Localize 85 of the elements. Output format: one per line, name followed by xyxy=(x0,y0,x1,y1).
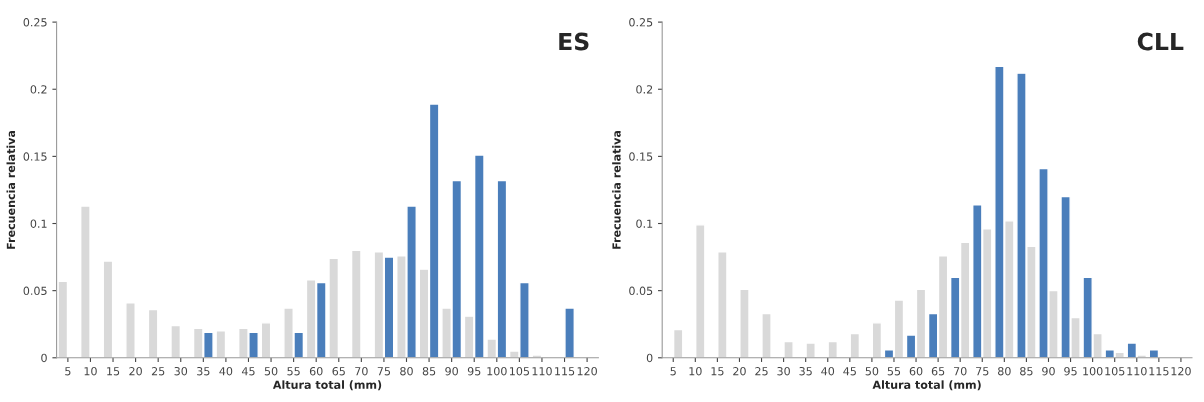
x-tick-label: 85 xyxy=(1020,367,1033,376)
x-tick-label: 120 xyxy=(577,367,597,376)
bar xyxy=(102,260,114,358)
y-tick-label: 0.05 xyxy=(629,286,653,296)
x-tick-label: 60 xyxy=(909,367,923,376)
x-tick-label: 40 xyxy=(821,367,835,376)
y-tick-label: 0.2 xyxy=(636,85,653,94)
x-tick-label: 120 xyxy=(1171,367,1191,376)
bar xyxy=(672,328,684,358)
bar xyxy=(350,249,362,358)
x-tick-label: 40 xyxy=(219,367,233,376)
y-tick-label: 0.15 xyxy=(23,152,47,161)
y-tick-label: 0.1 xyxy=(636,219,653,228)
x-tick-label: 35 xyxy=(799,367,812,376)
x-tick-label: 20 xyxy=(733,367,746,376)
x-tick-label: 85 xyxy=(422,367,436,376)
bar xyxy=(260,322,272,358)
x-tick-label: 20 xyxy=(129,367,142,376)
x-tick-label: 95 xyxy=(467,367,481,376)
x-tick-label: 95 xyxy=(1064,367,1077,376)
x-tick-label: 15 xyxy=(711,367,724,376)
y-tick-label: 0.25 xyxy=(23,18,47,27)
x-tick-label: 80 xyxy=(998,367,1011,376)
bar xyxy=(871,322,883,358)
x-tick-label: 110 xyxy=(532,367,552,376)
bar xyxy=(717,251,728,358)
chart-title: ES xyxy=(559,32,589,51)
y-tick-label: 0.2 xyxy=(30,85,47,94)
x-tick-label: 5 xyxy=(670,367,676,376)
chart-title: CLL xyxy=(1137,32,1184,51)
y-axis-title: Frecuencia relativa xyxy=(612,130,621,249)
x-tick-label: 10 xyxy=(84,367,97,376)
x-tick-label: 50 xyxy=(264,367,278,376)
x-tick-label: 90 xyxy=(445,367,458,376)
x-tick-label: 105 xyxy=(1105,367,1125,376)
bar xyxy=(125,302,136,358)
bar xyxy=(80,205,91,358)
x-tick-label: 55 xyxy=(287,367,300,376)
x-tick-label: 70 xyxy=(954,367,967,376)
bar xyxy=(739,288,750,358)
bar xyxy=(57,280,69,358)
bar xyxy=(849,332,861,358)
x-tick-label: 30 xyxy=(174,367,188,376)
x-tick-label: 60 xyxy=(309,367,323,376)
x-tick-label: 115 xyxy=(555,367,575,376)
x-axis-title: Altura total (mm) xyxy=(872,380,981,391)
x-tick-label: 90 xyxy=(1042,367,1055,376)
bar xyxy=(805,342,816,358)
x-tick-label: 115 xyxy=(1149,367,1169,376)
bar xyxy=(783,340,794,358)
x-tick-label: 110 xyxy=(1127,367,1147,376)
x-tick-label: 100 xyxy=(487,367,507,376)
x-tick-label: 105 xyxy=(509,367,530,376)
y-tick-label: 0.1 xyxy=(30,219,47,228)
x-tick-label: 10 xyxy=(689,367,702,376)
x-tick-label: 15 xyxy=(107,367,120,376)
bar xyxy=(564,307,575,358)
y-tick-label: 0 xyxy=(646,353,653,363)
y-tick-label: 0 xyxy=(41,353,47,363)
x-tick-label: 35 xyxy=(197,367,210,376)
x-tick-label: 55 xyxy=(887,367,901,376)
y-axis-title: Frecuencia relativa xyxy=(6,130,16,249)
x-tick-label: 25 xyxy=(151,367,165,376)
x-tick-label: 5 xyxy=(65,367,71,376)
x-tick-label: 50 xyxy=(865,367,879,376)
bar xyxy=(147,308,159,358)
x-tick-label: 70 xyxy=(355,367,368,376)
x-tick-label: 45 xyxy=(843,367,856,376)
x-tick-label: 25 xyxy=(755,367,768,376)
x-tick-label: 75 xyxy=(377,367,391,376)
bar xyxy=(170,324,182,358)
x-tick-label: 80 xyxy=(400,367,413,376)
x-tick-label: 75 xyxy=(976,367,989,376)
bar xyxy=(761,312,772,358)
x-tick-label: 100 xyxy=(1083,367,1103,376)
x-tick-label: 65 xyxy=(931,367,945,376)
y-tick-label: 0.05 xyxy=(23,286,47,296)
x-tick-label: 30 xyxy=(777,367,790,376)
x-tick-label: 65 xyxy=(332,367,345,376)
y-tick-label: 0.15 xyxy=(629,152,653,161)
x-tick-label: 45 xyxy=(241,367,255,376)
x-axis-title: Altura total (mm) xyxy=(272,380,382,391)
bar xyxy=(695,224,706,358)
y-tick-label: 0.25 xyxy=(629,18,653,27)
bar xyxy=(827,340,838,358)
